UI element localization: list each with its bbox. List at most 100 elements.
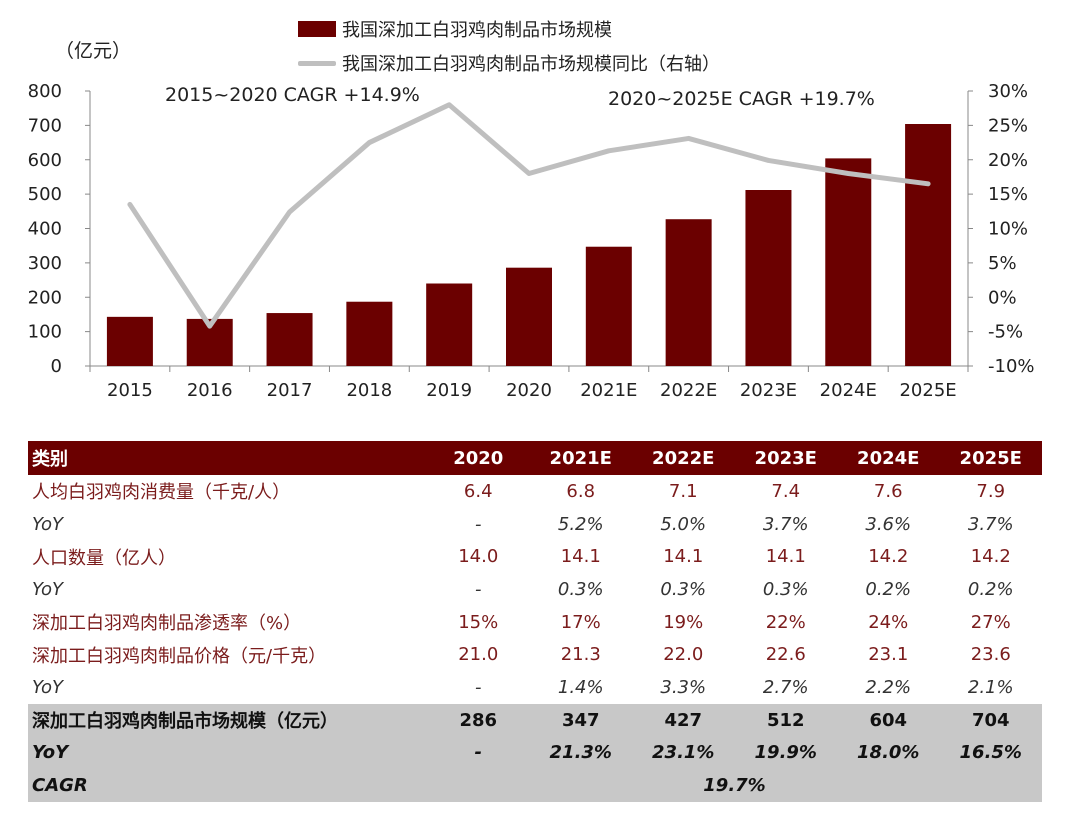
table-header-cell: 2021E [529,441,632,475]
table-cell: 22% [765,611,806,633]
forecast-table: 类别 2020 2021E 2022E 2023E 2024E 2025E 人均白羽鸡肉消费… [28,441,1042,802]
bar [106,316,153,366]
x-tick-label: 2018 [346,380,392,401]
table-row: YoY - 0.3% 0.3% 0.3% 0.2% 0.2% [28,573,1042,606]
y-left-tick-label: 800 [28,81,62,102]
table-cell: 14.2 [970,546,1011,568]
table-cell: 18.0% [837,736,940,770]
y-left-tick-label: 400 [28,219,62,240]
table-cell: 0.2% [865,578,912,600]
table-cell: 704 [939,703,1042,737]
table-header-cell: 2023E [734,441,837,475]
legend-swatch-line [298,60,336,66]
table-cell: 23.1 [868,644,909,666]
table-cell: 人均白羽鸡肉消费量（千克/人） [32,482,291,504]
table-row: 深加工白羽鸡肉制品价格（元/千克） 21.0 21.3 22.0 22.6 23.1 23.… [28,638,1042,671]
cagr-value: 19.7% [427,769,1042,802]
table-cell: 24% [868,611,909,633]
y-right-tick-label: 25% [988,115,1028,136]
x-tick-label: 2023E [740,380,797,401]
y-right-tick-label: -10% [988,356,1035,377]
table-cell: 21.0 [458,644,499,666]
table-row: 深加工白羽鸡肉制品市场规模（亿元） 286 347 427 512 604 704 [28,703,1042,737]
table-cell: 22.0 [663,644,704,666]
table-cell: 14.1 [560,546,601,568]
table-row: YoY -21.3% 23.1% 19.9% 18.0% 16.5% [28,736,1042,770]
bar [266,313,313,366]
table-cell: YoY [32,578,64,600]
y-right-tick-label: 10% [988,219,1028,240]
y-right-tick-label: 20% [988,150,1028,171]
y-left-tick-label: 500 [28,184,62,205]
table-cell: 19% [663,611,704,633]
table-row: 人口数量（亿人） 14.0 14.1 14.1 14.1 14.2 14.2 [28,540,1042,573]
x-tick-label: 2016 [187,380,233,401]
table-cell: 347 [529,703,632,737]
x-tick-label: 2017 [267,380,313,401]
bar [506,267,552,366]
table-cell: 0.3% [660,578,707,600]
table-header-cell: 2025E [939,441,1042,475]
y-right-tick-label: 0% [988,287,1017,308]
table-cell: 427 [632,703,735,737]
table-cell: 5.0% [660,513,707,535]
table-cell: 6.4 [463,480,493,502]
bar [905,124,952,366]
table-cell: - [427,736,530,770]
table-cell: 286 [427,703,530,737]
table-cell: 3.7% [967,513,1014,535]
table-cell: 7.6 [873,480,903,502]
y-left-tick-label: 600 [28,150,62,171]
table-cell: 1.4% [557,676,604,698]
table-cell: 深加工白羽鸡肉制品市场规模（亿元） [28,703,427,737]
table-cell: 0.3% [557,578,604,600]
table-cell: YoY [32,676,64,698]
table-cell: 2.7% [762,676,809,698]
table-header-cell: 2020 [427,441,530,475]
table-cell: 3.7% [762,513,809,535]
table-cell: - [475,513,482,535]
table-row: YoY - 1.4% 3.3% 2.7% 2.2% 2.1% [28,671,1042,704]
x-tick-label: 2025E [899,380,956,401]
table-cell: 22.6 [765,644,806,666]
legend-label-line: 我国深加工白羽鸡肉制品市场规模同比（右轴） [342,54,720,75]
table-cell: 深加工白羽鸡肉制品价格（元/千克） [32,645,327,667]
table-cell: 3.6% [865,513,912,535]
table-cell: 14.0 [458,546,499,568]
table-header-row: 类别 2020 2021E 2022E 2023E 2024E 2025E [28,441,1042,475]
table-cell: 7.4 [771,480,801,502]
table-cell: 7.9 [976,480,1006,502]
legend-label-bar: 我国深加工白羽鸡肉制品市场规模 [342,20,612,41]
table-row: 深加工白羽鸡肉制品渗透率（%） 15% 17% 19% 22% 24% 27% [28,606,1042,639]
table-cell: YoY [32,513,64,535]
legend-swatch-bar [298,21,336,37]
table-cell: 16.5% [939,736,1042,770]
table-cell: 14.1 [663,546,704,568]
table-cell: 27% [970,611,1011,633]
cagr-label: CAGR [28,769,427,802]
table-cell: - [475,578,482,600]
x-tick-label: 2021E [580,380,637,401]
x-tick-label: 2019 [426,380,472,401]
combo-chart: 0 100 200 300 400 500 600 700 800 -10% -5% 0% 5% 10% 1… [28,81,1035,401]
table-cell: 0.2% [967,578,1014,600]
x-tick-label: 2020 [506,380,552,401]
table-header-cell: 类别 [28,441,427,475]
bar [585,246,632,366]
y-left-tick-label: 300 [28,253,62,274]
table-cell: 21.3% [529,736,632,770]
y-right-tick-label: 30% [988,81,1028,102]
table-cell: 2.2% [865,676,912,698]
table-cell: YoY [28,736,427,770]
bar [745,190,792,366]
table-cell: 6.8 [566,480,596,502]
legend-item-line: 我国深加工白羽鸡肉制品市场规模同比（右轴） [298,50,720,76]
y-left-tick-label: 0 [51,356,62,377]
table-cell: - [475,676,482,698]
table-row-cagr: CAGR 19.7% [28,769,1042,802]
bar [825,158,872,366]
bar [346,301,393,366]
left-axis-unit: （亿元） [55,40,132,62]
table-cell: 2.1% [967,676,1014,698]
table-cell: 23.6 [970,644,1011,666]
